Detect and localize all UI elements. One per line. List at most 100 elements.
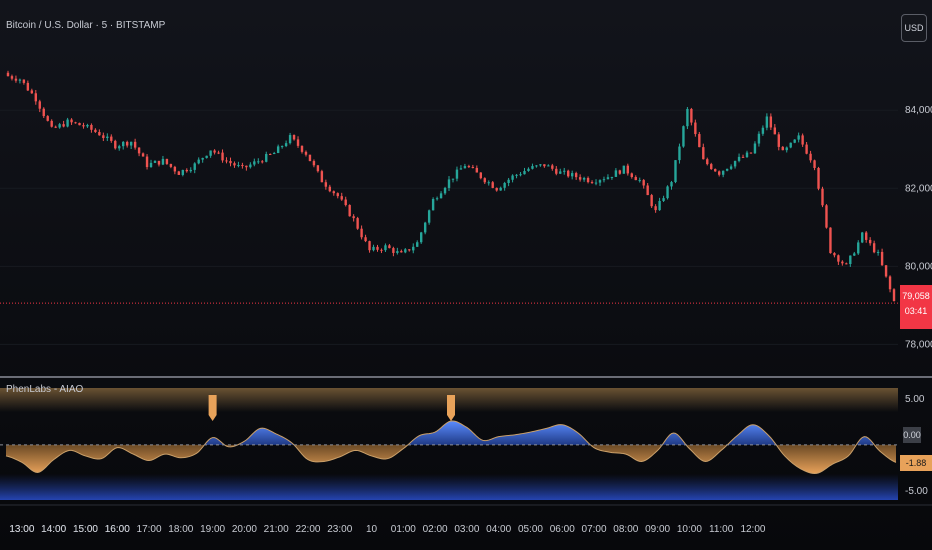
- price-pane: 78,000 80,000 82,000 84,000: [0, 70, 932, 350]
- candle-body: [793, 139, 796, 143]
- candle-body: [813, 160, 816, 168]
- candle-body: [658, 200, 661, 211]
- candle-body: [825, 205, 828, 228]
- candle-body: [229, 160, 232, 164]
- candle-body: [761, 127, 765, 134]
- candle-body: [606, 177, 610, 180]
- candle-body: [702, 147, 705, 160]
- candle-body: [169, 163, 173, 167]
- indicator-title[interactable]: PhenLabs - AIAO: [6, 384, 84, 395]
- candle-body: [26, 82, 30, 91]
- candle-body: [316, 165, 320, 172]
- candle-body: [626, 165, 630, 174]
- time-tick-label: 14:00: [41, 524, 66, 535]
- candle-body: [817, 167, 820, 189]
- candle-body: [245, 165, 248, 168]
- candle-body: [535, 165, 538, 167]
- osc-tick-label: 5.00: [905, 394, 925, 405]
- candle-body: [14, 78, 18, 81]
- osc-axis: 5.00 -5.00: [905, 394, 928, 497]
- candle-body: [408, 249, 411, 251]
- candle-body: [253, 161, 256, 165]
- time-tick-label: 14:00: [41, 524, 66, 535]
- candle-body: [876, 251, 880, 253]
- candle-body: [471, 166, 475, 168]
- time-tick-label: 03:00: [454, 524, 479, 535]
- candle-body: [221, 152, 224, 161]
- candle-body: [38, 101, 41, 109]
- candle-body: [423, 222, 427, 233]
- candle-body: [531, 166, 534, 169]
- candle-body: [849, 255, 852, 265]
- time-tick-label: 09:00: [645, 524, 670, 535]
- candle-body: [674, 160, 677, 183]
- candle-body: [185, 169, 188, 172]
- currency-button[interactable]: USD: [901, 14, 927, 42]
- candle-body: [714, 169, 717, 172]
- candle-body: [729, 166, 733, 169]
- candle-body: [420, 232, 423, 243]
- candle-body: [296, 139, 300, 146]
- candle-body: [618, 170, 622, 174]
- candle-body: [70, 119, 73, 123]
- candle-body: [757, 133, 761, 144]
- time-tick-label: 22:00: [295, 524, 320, 535]
- candle-body: [114, 140, 117, 149]
- signal-marker: [447, 395, 455, 421]
- candle-body: [519, 174, 522, 176]
- candle-body: [638, 180, 641, 182]
- candle-body: [829, 227, 832, 254]
- candle-body: [427, 210, 431, 223]
- candle-body: [463, 166, 467, 169]
- candle-body: [630, 173, 633, 178]
- candle-body: [181, 169, 185, 175]
- candle-body: [416, 242, 419, 247]
- candle-body: [749, 152, 753, 154]
- candle-body: [861, 232, 864, 243]
- candle-body: [888, 276, 892, 290]
- candle-body: [149, 162, 153, 168]
- candle-body: [304, 151, 308, 155]
- candle-body: [380, 249, 383, 251]
- candle-body: [785, 147, 788, 151]
- candle-body: [431, 198, 435, 211]
- candle-body: [801, 135, 804, 145]
- candle-body: [777, 134, 780, 147]
- candle-body: [106, 136, 109, 139]
- candle-body: [582, 177, 586, 180]
- candle-body: [217, 152, 220, 154]
- candle-body: [145, 156, 149, 168]
- symbol-title: Bitcoin / U.S. Dollar · 5 · BITSTAMP: [6, 20, 166, 31]
- candle-body: [654, 206, 657, 211]
- candle-body: [340, 196, 343, 200]
- candle-body: [499, 187, 502, 191]
- candle-body: [781, 146, 784, 151]
- candle-body: [328, 186, 332, 192]
- candle-body: [332, 191, 335, 194]
- candle-body: [110, 136, 113, 141]
- candle-body: [646, 185, 649, 196]
- candle-body: [563, 170, 566, 172]
- time-tick-label: 01:00: [391, 524, 416, 535]
- candle-body: [404, 249, 407, 253]
- candle-body: [555, 168, 558, 174]
- time-tick-label: 07:00: [582, 524, 607, 535]
- candle-body: [634, 177, 637, 181]
- time-tick-label: 15:00: [73, 524, 98, 535]
- candle-body: [443, 187, 447, 194]
- time-tick-label: 12:00: [740, 524, 765, 535]
- osc-line: [5, 420, 897, 475]
- candle-body: [789, 142, 792, 148]
- candle-body: [122, 141, 125, 147]
- candle-body: [483, 178, 486, 183]
- candle-body: [590, 182, 594, 184]
- candle-body: [765, 116, 769, 128]
- osc-zero-badge: 0.00: [903, 427, 921, 443]
- candle-body: [392, 248, 395, 253]
- time-axis: 13:00 14:00 15:00 16:00 17:00 18:00 19:00 20:00…: [9, 524, 766, 535]
- candle-body: [857, 242, 860, 254]
- candle-body: [300, 145, 304, 152]
- candle-body: [841, 261, 844, 264]
- candle-body: [706, 159, 709, 165]
